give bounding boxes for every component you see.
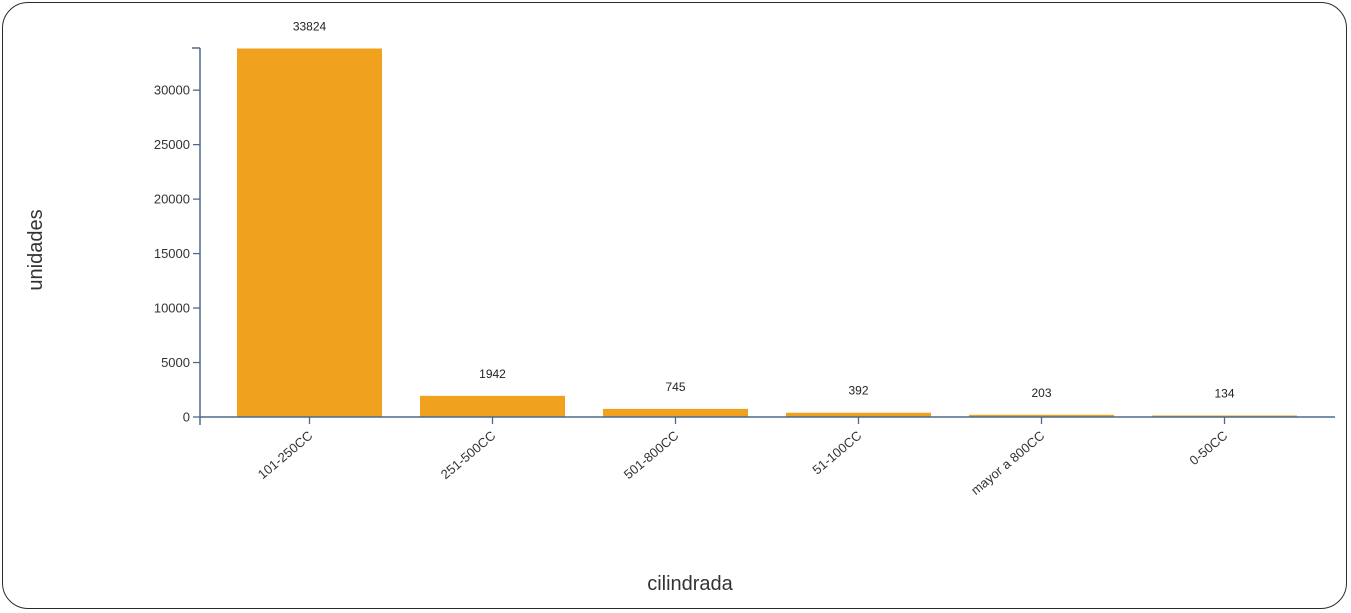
- y-axis-title: unidades: [25, 209, 47, 290]
- x-tick-label: mayor a 800CC: [968, 428, 1047, 498]
- y-tick-label: 5000: [161, 355, 190, 370]
- x-tick-label: 101-250CC: [255, 428, 316, 482]
- data-labels-layer: 33824 1942 745 392 203 134: [293, 20, 1235, 401]
- bar: [603, 408, 748, 417]
- bar: [786, 412, 931, 417]
- bar: [969, 414, 1114, 417]
- y-tick-label: 0: [183, 410, 190, 425]
- data-label: 134: [1214, 387, 1234, 401]
- y-axis: 0 5000 10000 15000 20000 25000 30000: [154, 47, 201, 425]
- data-label: 33824: [293, 20, 327, 34]
- y-tick-label: 10000: [154, 301, 190, 316]
- data-label: 392: [848, 384, 868, 398]
- x-tick-label: 251-500CC: [438, 428, 499, 482]
- bar: [237, 48, 382, 417]
- x-tick-label: 0-50CC: [1186, 428, 1230, 468]
- x-tick-label: 51-100CC: [809, 428, 864, 478]
- bars-layer: [237, 48, 1297, 417]
- bar: [420, 395, 565, 417]
- data-label: 203: [1031, 386, 1051, 400]
- x-axis-title: cilindrada: [647, 573, 733, 595]
- data-label: 1942: [479, 367, 506, 381]
- y-tick-label: 20000: [154, 192, 190, 207]
- y-tick-label: 15000: [154, 246, 190, 261]
- x-axis: 101-250CC 251-500CC 501-800CC 51-100CC mayor…: [199, 416, 1335, 498]
- data-label: 745: [665, 380, 685, 394]
- x-tick-label: 501-800CC: [621, 428, 682, 482]
- y-tick-label: 30000: [154, 83, 190, 98]
- y-tick-label: 25000: [154, 137, 190, 152]
